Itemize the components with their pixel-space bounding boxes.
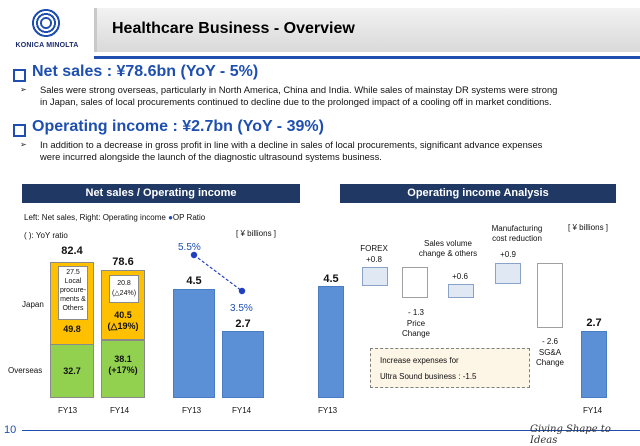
right-unit-label: [ ¥ billions ] (568, 223, 609, 232)
japan-value-fy13: 49.8 (63, 324, 81, 334)
note-line1: Increase expenses for (380, 356, 459, 365)
arrow-bullet-icon: ➢ (20, 140, 27, 149)
sales-label-2: change & others (418, 249, 478, 258)
overseas-value-fy14: 38.1 (+17%) (101, 354, 145, 376)
x-label-fy14-waterfall: FY14 (583, 406, 603, 415)
mfg-label-2: cost reduction (492, 234, 542, 243)
waterfall-fy14-value: 2.7 (586, 317, 602, 329)
square-bullet-icon (13, 69, 26, 82)
net-sales-bullet-line1: Sales were strong overseas, particularly… (40, 84, 558, 95)
sales-value: +0.6 (452, 272, 468, 281)
net-sales-headline: Net sales : ¥78.6bn (YoY - 5%) (32, 63, 259, 80)
op-income-fy14: 2.7 (235, 318, 251, 330)
local-text-3: ments & (60, 296, 86, 303)
waterfall-price-change (402, 267, 428, 298)
legend-op-ratio: OP Ratio (172, 213, 206, 222)
konica-minolta-logo: KONICA MINOLTA (4, 4, 90, 52)
bar-local-procurements-fy14 (109, 275, 139, 303)
waterfall-fy13 (318, 286, 344, 398)
title-bar (94, 8, 640, 52)
overseas-value-fy13: 32.7 (63, 366, 81, 376)
page-title: Healthcare Business - Overview (112, 20, 355, 37)
footer-divider (22, 430, 640, 431)
mfg-label-1: Manufacturing (491, 224, 543, 233)
header-divider (94, 56, 640, 59)
note-line2: Ultra Sound business : -1.5 (380, 372, 477, 381)
op-ratio-fy14: 3.5% (230, 303, 253, 314)
local-yoy-fy14: (△24%) (111, 290, 137, 297)
bar-overseas-fy14 (101, 340, 145, 398)
arrow-bullet-icon: ➢ (20, 85, 27, 94)
price-value: - 1.3 (407, 308, 424, 317)
x-label-fy14-sales: FY14 (110, 406, 130, 415)
row-label-japan: Japan (22, 300, 44, 309)
mfg-value: +0.9 (500, 250, 516, 259)
local-label-fy13: 27.5 Local procure- ments & Others (56, 268, 90, 313)
chart-legend: Left: Net sales, Right: Operating income… (24, 213, 205, 222)
waterfall-fy14 (581, 331, 607, 398)
price-label-2: Change (401, 329, 431, 338)
op-ratio-point-fy14 (238, 287, 246, 295)
operating-income-analysis-header: Operating income Analysis (340, 184, 616, 203)
forex-value: +0.8 (366, 255, 382, 264)
x-label-fy13-waterfall: FY13 (318, 406, 338, 415)
op-ratio-dot-icon: ● (168, 213, 173, 222)
total-fy14: 78.6 (112, 256, 134, 268)
waterfall-mfg-cost (495, 263, 521, 284)
row-label-overseas: Overseas (8, 366, 43, 375)
x-label-fy13-sales: FY13 (58, 406, 78, 415)
ultrasound-note-box (370, 348, 530, 388)
local-value-fy14: 20.8 (117, 280, 131, 287)
sga-label-2: Change (535, 358, 565, 367)
sales-label-1: Sales volume (423, 239, 473, 248)
op-ratio-point-fy13 (190, 251, 198, 259)
bar-op-income-fy14 (222, 331, 264, 398)
yoy-note: ( ): YoY ratio (24, 231, 68, 240)
x-label-fy13-op: FY13 (182, 406, 202, 415)
local-text-4: Others (62, 305, 84, 312)
waterfall-sales-volume (448, 284, 474, 298)
operating-income-bullet-line2: were incurred alongside the launch of th… (40, 151, 382, 162)
bar-overseas-fy13 (50, 344, 94, 398)
logo-wordmark: KONICA MINOLTA (15, 42, 79, 49)
local-label-fy14: 20.8 (△24%) (107, 279, 141, 299)
japan-yoy-fy14: (△19%) (107, 321, 139, 331)
forex-label: FOREX (360, 244, 388, 253)
operating-income-bullet-line1: In addition to a decrease in gross profi… (40, 139, 543, 150)
square-bullet-icon (13, 124, 26, 137)
globe-logo-icon (31, 8, 61, 38)
local-value-fy13: 27.5 (66, 269, 80, 276)
left-unit-label: [ ¥ billions ] (236, 229, 277, 238)
legend-text: Left: Net sales, Right: Operating income (24, 213, 169, 222)
net-sales-bullet-line2: in Japan, sales of local procurements co… (40, 96, 552, 107)
japan-value-fy14-number: 40.5 (114, 310, 132, 320)
sga-label-1: SG&A (538, 348, 562, 357)
page-number: 10 (4, 424, 17, 436)
local-text-2: procure- (59, 287, 87, 294)
bar-local-procurements-fy13 (58, 266, 88, 320)
waterfall-forex (362, 267, 388, 286)
japan-value-fy14: 40.5 (△19%) (101, 310, 145, 332)
op-ratio-line (190, 251, 246, 295)
op-ratio-fy13: 5.5% (178, 242, 201, 253)
operating-income-headline: Operating income : ¥2.7bn (YoY - 39%) (32, 118, 324, 135)
net-sales-operating-income-header: Net sales / Operating income (22, 184, 300, 203)
local-text-1: Local (64, 278, 82, 285)
waterfall-fy13-value: 4.5 (323, 273, 339, 285)
overseas-yoy-fy14: (+17%) (108, 365, 138, 375)
op-ratio-connector (193, 254, 243, 292)
waterfall-sga-change (537, 263, 563, 328)
x-label-fy14-op: FY14 (232, 406, 252, 415)
price-label-1: Price (406, 319, 426, 328)
bar-op-income-fy13 (173, 289, 215, 398)
op-income-fy13: 4.5 (186, 275, 202, 287)
overseas-value-fy14-number: 38.1 (114, 354, 132, 364)
sga-value: - 2.6 (541, 337, 558, 346)
slogan: Giving Shape to Ideas (530, 424, 611, 446)
total-fy13: 82.4 (61, 245, 83, 257)
